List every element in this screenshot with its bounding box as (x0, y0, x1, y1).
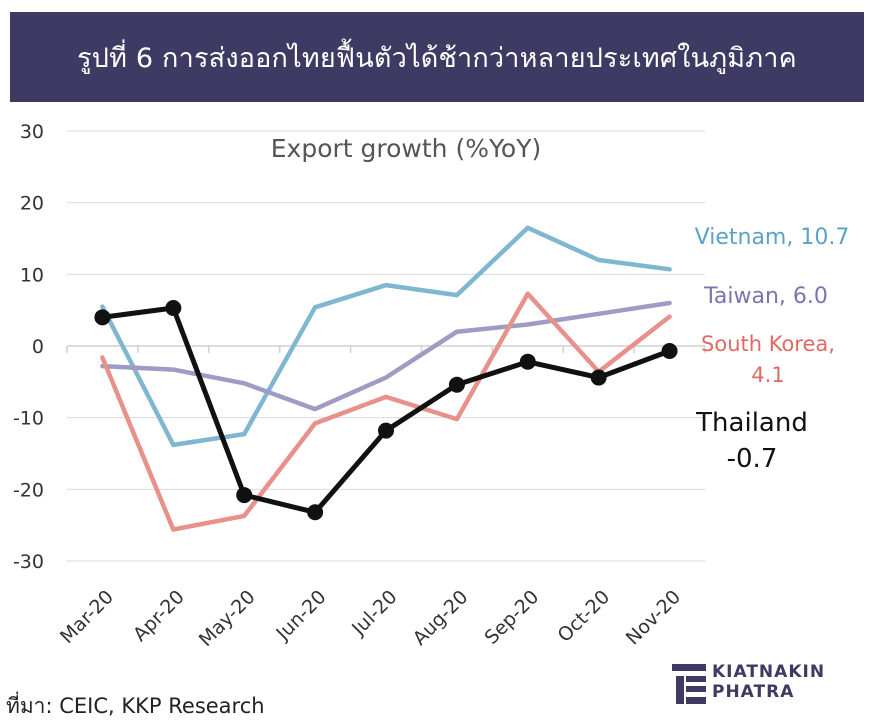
source-note: ที่มา: CEIC, KKP Research (6, 694, 265, 718)
title-bar: รูปที่ 6 การส่งออกไทยฟื้นตัวได้ช้ากว่าหล… (10, 12, 864, 102)
data-point-thailand (307, 504, 324, 521)
x-tick-label: Sep-20 (480, 586, 543, 649)
data-point-thailand (94, 309, 111, 326)
data-point-thailand (378, 422, 394, 439)
data-point-thailand (590, 369, 607, 386)
chart-title: Export growth (%YoY) (271, 134, 542, 163)
series-line-thailand (99, 305, 673, 515)
data-point-thailand (236, 487, 253, 504)
series-label-line: 4.1 (751, 363, 784, 387)
x-tick-label: Oct-20 (553, 586, 614, 647)
y-tick-label: 20 (20, 193, 44, 215)
y-tick-label: -10 (13, 408, 44, 430)
y-tick-label: -30 (13, 551, 44, 573)
series-label-vietnam: Vietnam, 10.7 (695, 225, 850, 250)
y-tick-label: -20 (13, 479, 44, 501)
x-tick-label: May-20 (195, 586, 260, 651)
data-point-thailand (661, 343, 678, 360)
y-tick-label: 0 (32, 336, 44, 358)
x-tick-label: Jun-20 (271, 586, 330, 645)
series-label-line: Thailand (695, 408, 808, 438)
data-point-thailand (165, 300, 182, 317)
x-tick-label: Nov-20 (622, 586, 685, 649)
series-label-taiwan: Taiwan, 6.0 (703, 284, 828, 309)
company-logo: KIATNAKIN PHATRA (672, 660, 862, 708)
x-tick-label: Mar-20 (56, 586, 118, 648)
x-tick-label: Apr-20 (129, 586, 189, 646)
series-label-line: South Korea, (701, 332, 835, 356)
series-label-line: -0.7 (727, 444, 778, 474)
page-title: รูปที่ 6 การส่งออกไทยฟื้นตัวได้ช้ากว่าหล… (77, 42, 797, 74)
logo-line-2: PHATRA (712, 682, 795, 702)
series-label-thailand: Thailand -0.7 (695, 408, 808, 474)
series-label-line: Taiwan, 6.0 (703, 284, 828, 309)
x-tick-label: Jul-20 (347, 586, 401, 640)
data-point-thailand (519, 353, 536, 370)
y-tick-label: 30 (20, 121, 44, 143)
kkp-logo-icon (672, 664, 706, 704)
data-point-thailand (448, 376, 465, 393)
series-line-vietnam (100, 225, 672, 448)
y-tick-label: 10 (20, 264, 44, 286)
series-label-south-korea: South Korea, 4.1 (701, 332, 835, 387)
series-label-line: Vietnam, 10.7 (695, 225, 850, 250)
x-tick-label: Aug-20 (409, 586, 473, 650)
series-line-south-korea (100, 291, 672, 532)
logo-line-1: KIATNAKIN (712, 662, 826, 682)
